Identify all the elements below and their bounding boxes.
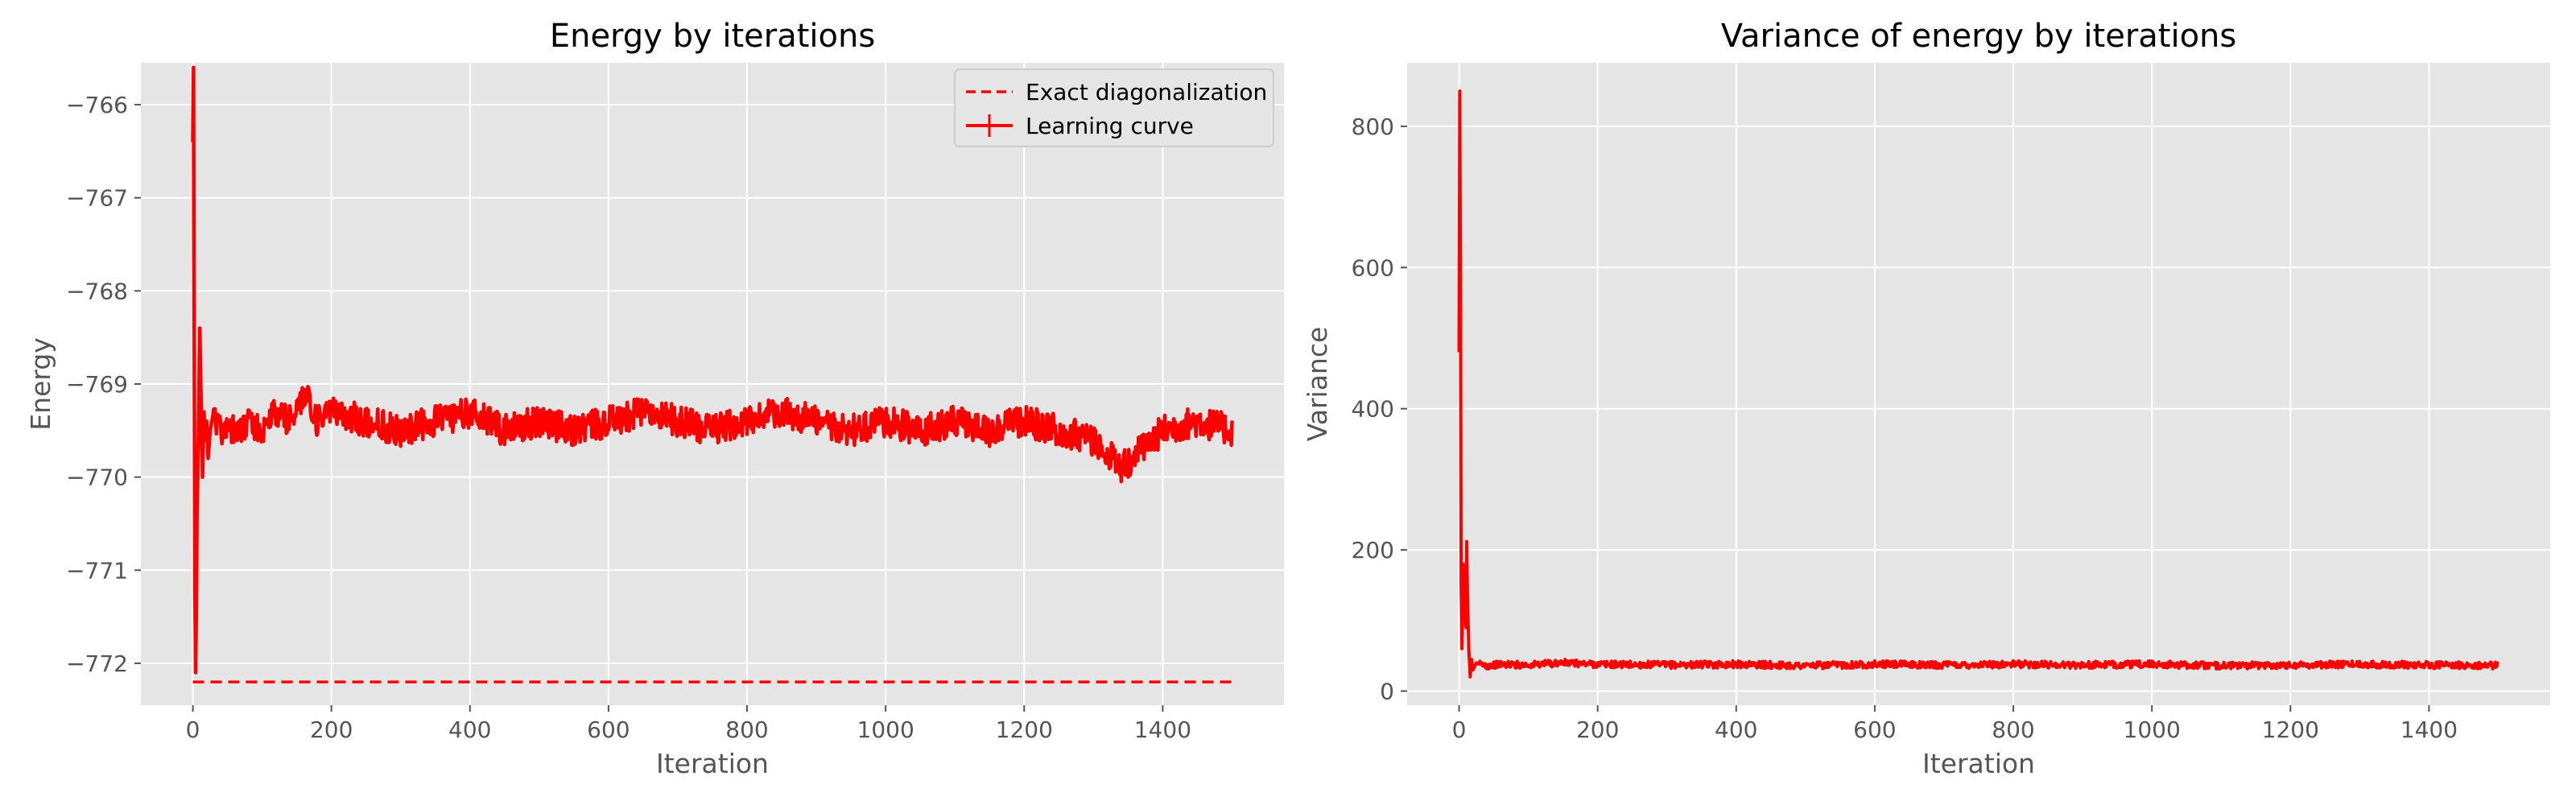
variance-plot-series [1457, 89, 2500, 679]
x-tick-label: 1400 [2401, 716, 2458, 743]
legend-box [954, 68, 1274, 147]
x-tick-label: 1400 [1134, 716, 1191, 743]
x-tick-label: 1000 [857, 716, 914, 743]
series-learning-curve [191, 65, 1234, 675]
x-tick-label: 600 [587, 716, 630, 743]
variance-plot: 0 200 400 600 800 1000 1200 1400 0200400600800 … [1302, 18, 2550, 779]
energy-plot-series [191, 65, 1234, 683]
y-tick-label: 0 [1380, 678, 1394, 704]
x-tick-label: 400 [1715, 716, 1757, 743]
variance-plot-title: Variance of energy by iterations [1721, 18, 2236, 55]
legend-label-exact-diagonalization: Exact diagonalization [1026, 79, 1267, 105]
x-tick-label: 400 [448, 716, 491, 743]
y-tick-label: −768 [66, 278, 128, 304]
variance-plot-xticks: 0 200 400 600 800 1000 1200 1400 [1452, 705, 2458, 743]
x-tick-label: 1200 [996, 716, 1053, 743]
energy-plot: 0 200 400 600 800 1000 1200 1400 −766−767−768−7… [25, 18, 1284, 779]
energy-plot-yticks: −766 −767 −768 −769 −770 −771 −772 [66, 92, 141, 677]
y-tick-label: 600 [1352, 254, 1394, 281]
y-tick-label: −771 [66, 557, 128, 584]
y-tick-label: −767 [66, 185, 128, 212]
x-tick-label: 200 [310, 716, 353, 743]
x-tick-label: 0 [186, 716, 200, 743]
x-tick-label: 1200 [2262, 716, 2319, 743]
series-variance [1457, 89, 2500, 679]
energy-plot-grid [141, 63, 1284, 705]
legend-label-learning-curve: Learning curve [1026, 113, 1194, 139]
x-tick-label: 800 [1992, 716, 2034, 743]
x-tick-label: 600 [1853, 716, 1896, 743]
y-tick-label: 400 [1352, 396, 1394, 423]
x-tick-label: 200 [1576, 716, 1619, 743]
energy-plot-xlabel: Iteration [656, 748, 769, 779]
y-tick-label: 800 [1352, 114, 1394, 140]
variance-plot-grid [1407, 63, 2550, 705]
energy-plot-xticks: 0 200 400 600 800 1000 1200 1400 [186, 705, 1191, 743]
variance-plot-yticks: 0 200 400 600 800 [1352, 114, 1407, 704]
variance-plot-background [1407, 63, 2550, 705]
y-tick-label: 200 [1352, 537, 1394, 564]
energy-plot-legend: Exact diagonalization Learning curve [954, 68, 1274, 147]
energy-plot-title: Energy by iterations [550, 18, 875, 55]
y-tick-label: −766 [66, 92, 128, 118]
x-tick-label: 0 [1452, 716, 1467, 743]
y-tick-label: −769 [66, 371, 128, 398]
x-tick-label: 800 [725, 716, 768, 743]
variance-plot-ylabel: Variance [1302, 327, 1333, 442]
y-tick-label: −772 [66, 650, 128, 677]
variance-plot-xlabel: Iteration [1922, 748, 2035, 779]
energy-plot-ylabel: Energy [25, 337, 56, 431]
y-tick-label: −770 [66, 464, 128, 491]
x-tick-label: 1000 [2124, 716, 2181, 743]
